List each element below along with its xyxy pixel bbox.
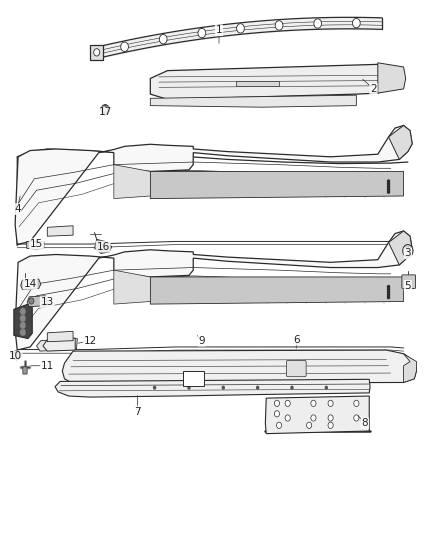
Circle shape (20, 308, 26, 315)
Polygon shape (55, 379, 370, 397)
Circle shape (290, 385, 294, 390)
Text: 4: 4 (14, 204, 21, 214)
FancyBboxPatch shape (23, 367, 27, 374)
Polygon shape (114, 270, 150, 304)
Circle shape (387, 187, 390, 191)
Circle shape (285, 415, 290, 421)
Circle shape (328, 400, 333, 407)
Circle shape (325, 385, 328, 390)
Polygon shape (43, 338, 75, 351)
Circle shape (20, 314, 26, 322)
Circle shape (29, 298, 34, 304)
Polygon shape (15, 125, 412, 245)
Circle shape (20, 322, 26, 329)
Polygon shape (389, 125, 412, 159)
Circle shape (256, 385, 259, 390)
Text: 14: 14 (24, 279, 37, 289)
Circle shape (275, 21, 283, 30)
Circle shape (387, 285, 390, 289)
Polygon shape (36, 338, 78, 351)
Polygon shape (90, 45, 103, 60)
Text: 16: 16 (96, 241, 110, 252)
Text: 11: 11 (41, 361, 54, 371)
Polygon shape (114, 165, 150, 199)
Circle shape (387, 290, 390, 294)
Polygon shape (15, 231, 412, 350)
Circle shape (354, 400, 359, 407)
Circle shape (387, 190, 390, 194)
Polygon shape (150, 95, 357, 107)
Circle shape (276, 422, 282, 429)
Polygon shape (27, 296, 47, 306)
Circle shape (328, 415, 333, 421)
Text: 15: 15 (30, 239, 43, 249)
Circle shape (387, 182, 390, 186)
FancyBboxPatch shape (402, 275, 416, 288)
Circle shape (285, 400, 290, 407)
Polygon shape (265, 396, 369, 434)
Text: 8: 8 (362, 418, 368, 428)
Polygon shape (389, 231, 412, 265)
Polygon shape (62, 350, 417, 384)
FancyBboxPatch shape (183, 371, 204, 385)
Text: 10: 10 (9, 351, 21, 361)
Text: 3: 3 (405, 248, 411, 259)
Circle shape (387, 287, 390, 292)
Circle shape (198, 28, 206, 38)
Polygon shape (47, 226, 73, 236)
Polygon shape (95, 239, 112, 254)
Text: 7: 7 (134, 407, 141, 417)
Circle shape (13, 351, 20, 360)
Circle shape (328, 422, 333, 429)
Polygon shape (150, 172, 403, 199)
Circle shape (311, 415, 316, 421)
Circle shape (222, 385, 225, 390)
Polygon shape (21, 279, 41, 289)
Circle shape (311, 400, 316, 407)
Circle shape (237, 23, 244, 33)
Polygon shape (150, 277, 403, 304)
Text: 13: 13 (41, 297, 54, 307)
Circle shape (20, 329, 26, 336)
Text: 2: 2 (370, 84, 377, 94)
Text: 1: 1 (215, 26, 223, 35)
Circle shape (159, 35, 167, 44)
Circle shape (403, 245, 413, 257)
FancyBboxPatch shape (286, 360, 306, 377)
FancyBboxPatch shape (236, 80, 279, 86)
Circle shape (387, 179, 390, 183)
Circle shape (274, 400, 279, 407)
Text: 5: 5 (405, 281, 411, 291)
Polygon shape (14, 304, 32, 338)
Circle shape (387, 184, 390, 189)
Text: 17: 17 (99, 108, 112, 117)
Polygon shape (403, 354, 417, 383)
Circle shape (187, 385, 191, 390)
Polygon shape (27, 241, 44, 250)
FancyBboxPatch shape (12, 353, 21, 358)
Circle shape (153, 385, 156, 390)
Text: 9: 9 (198, 336, 205, 346)
Circle shape (101, 104, 110, 115)
Circle shape (354, 415, 359, 421)
Circle shape (353, 19, 360, 28)
Circle shape (121, 42, 128, 52)
Text: 12: 12 (84, 336, 97, 346)
Circle shape (387, 295, 390, 300)
Circle shape (307, 422, 312, 429)
Circle shape (94, 49, 100, 56)
Circle shape (314, 19, 321, 28)
Polygon shape (150, 64, 391, 99)
Polygon shape (47, 332, 73, 342)
Circle shape (103, 108, 107, 112)
Circle shape (387, 293, 390, 297)
Text: 6: 6 (293, 335, 300, 345)
Polygon shape (378, 63, 406, 93)
Circle shape (274, 410, 279, 417)
